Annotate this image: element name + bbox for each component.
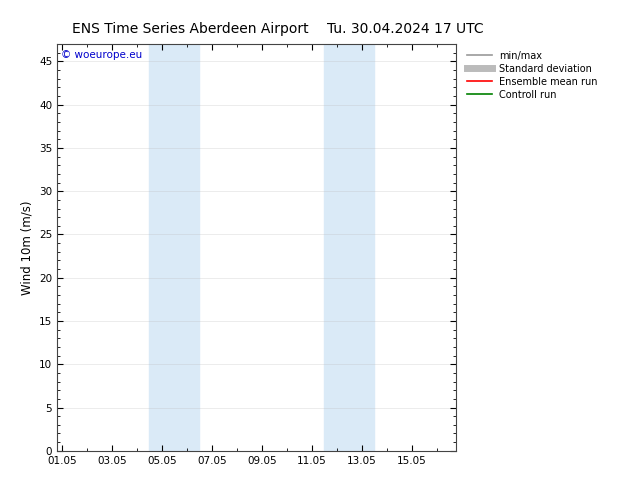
Text: ENS Time Series Aberdeen Airport: ENS Time Series Aberdeen Airport (72, 22, 309, 36)
Text: Tu. 30.04.2024 17 UTC: Tu. 30.04.2024 17 UTC (327, 22, 484, 36)
Y-axis label: Wind 10m (m/s): Wind 10m (m/s) (20, 200, 34, 294)
Text: © woeurope.eu: © woeurope.eu (61, 50, 142, 60)
Bar (324, 44, 374, 451)
Bar (150, 44, 199, 451)
Legend: min/max, Standard deviation, Ensemble mean run, Controll run: min/max, Standard deviation, Ensemble me… (465, 49, 600, 101)
